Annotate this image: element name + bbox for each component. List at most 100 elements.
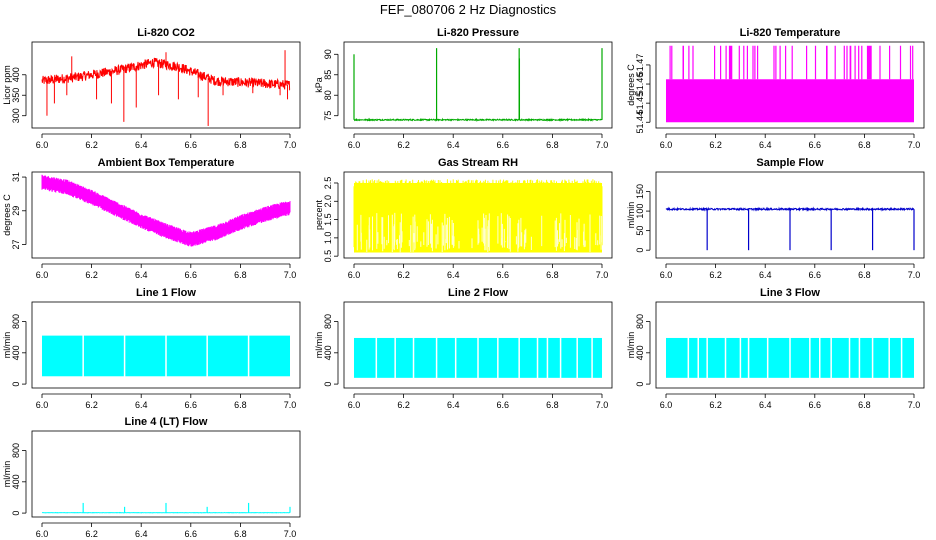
x-tick-label: 6.8 [546, 270, 559, 280]
x-tick-label: 7.0 [596, 400, 609, 410]
x-tick-label: 6.4 [759, 400, 772, 410]
x-tick-label: 6.0 [36, 270, 49, 280]
y-tick-label: 0 [323, 382, 333, 387]
y-axis-label: percent [314, 199, 324, 230]
chart-title: Ambient Box Temperature [98, 157, 235, 169]
plot-frame [343, 301, 613, 389]
chart-title: Line 2 Flow [448, 287, 508, 299]
y-axis-label: ml/min [2, 332, 12, 359]
series-trace [666, 45, 914, 123]
y-tick-label: 29 [11, 206, 21, 216]
x-tick-label: 6.0 [660, 400, 673, 410]
chart-title: Li-820 CO2 [137, 27, 194, 39]
x-tick-label: 6.2 [709, 270, 722, 280]
y-tick-label: 2.5 [323, 177, 333, 190]
plot-frame [343, 41, 613, 129]
x-tick-label: 6.4 [135, 529, 148, 539]
x-tick-label: 6.0 [36, 140, 49, 150]
x-tick-label: 6.2 [709, 400, 722, 410]
x-tick-label: 6.4 [447, 140, 460, 150]
page-title: FEF_080706 2 Hz Diagnostics [379, 2, 557, 17]
y-axis-label: ml/min [626, 332, 636, 359]
y-tick-label: 800 [11, 443, 21, 458]
series-trace [41, 50, 291, 126]
y-tick-label: 51.46 [635, 73, 645, 96]
plot-frame [31, 301, 301, 389]
series-jitter [353, 179, 603, 253]
y-tick-label: 0 [635, 382, 645, 387]
x-tick-label: 6.4 [759, 270, 772, 280]
chart-panel-1: Li-820 CO2 Licor ppm 6.0 6.2 6.4 6.6 6.8 7.0 300… [2, 27, 301, 150]
x-tick-label: 6.0 [660, 140, 673, 150]
y-tick-label: 0.5 [323, 250, 333, 263]
x-tick-label: 7.0 [908, 270, 921, 280]
x-tick-label: 7.0 [908, 140, 921, 150]
y-tick-label: 51.45 [635, 92, 645, 115]
x-axis: 6.0 6.2 6.4 6.6 6.8 7.0 [660, 133, 921, 150]
series-trace [353, 179, 603, 253]
x-tick-label: 6.6 [497, 140, 510, 150]
series-band [41, 174, 291, 247]
y-axis: 75 80 85 90 [323, 49, 339, 121]
y-tick-label: 800 [11, 314, 21, 329]
x-tick-label: 6.6 [497, 270, 510, 280]
y-tick-label: 0 [11, 511, 21, 516]
x-tick-label: 7.0 [908, 400, 921, 410]
x-tick-label: 6.2 [85, 140, 98, 150]
y-axis: 300 350 400 [11, 67, 27, 123]
x-tick-label: 7.0 [596, 270, 609, 280]
x-tick-label: 6.0 [36, 400, 49, 410]
chart-title: Li-820 Temperature [740, 27, 841, 39]
x-tick-label: 6.8 [234, 529, 247, 539]
x-tick-label: 6.6 [185, 400, 198, 410]
y-axis-label: Licor ppm [2, 65, 12, 105]
x-tick-label: 7.0 [284, 140, 297, 150]
plot-frame [343, 171, 613, 259]
y-tick-label: 1.0 [323, 232, 333, 245]
y-tick-label: 2.0 [323, 195, 333, 208]
x-tick-label: 6.8 [858, 270, 871, 280]
x-tick-label: 6.8 [546, 140, 559, 150]
y-tick-label: 50 [635, 226, 645, 236]
y-tick-label: 1.5 [323, 213, 333, 226]
y-axis: 27 29 31 [11, 172, 27, 250]
series-trace [42, 334, 290, 378]
x-tick-label: 6.2 [85, 270, 98, 280]
x-tick-label: 6.0 [348, 270, 361, 280]
y-axis: 0.5 1.0 1.5 2.0 2.5 [323, 177, 339, 263]
y-tick-label: 350 [11, 88, 21, 103]
y-axis-label: ml/min [314, 332, 324, 359]
series-spikes [669, 45, 914, 80]
x-axis: 6.0 6.2 6.4 6.6 6.8 7.0 [348, 393, 609, 410]
chart-panel-8: Line 2 Flow ml/min 6.0 6.2 6.4 6.6 6.8 7.0 0 400 8… [314, 287, 613, 410]
x-axis: 6.0 6.2 6.4 6.6 6.8 7.0 [36, 133, 297, 150]
x-tick-label: 6.6 [185, 140, 198, 150]
x-tick-label: 6.2 [85, 529, 98, 539]
y-tick-label: 31 [11, 172, 21, 182]
x-tick-label: 6.4 [135, 140, 148, 150]
x-axis: 6.0 6.2 6.4 6.6 6.8 7.0 [348, 263, 609, 280]
x-tick-label: 6.4 [447, 270, 460, 280]
y-tick-label: 800 [635, 314, 645, 329]
x-tick-label: 6.6 [809, 400, 822, 410]
x-tick-label: 7.0 [284, 400, 297, 410]
y-axis: 0 50 100 150 [635, 184, 651, 253]
x-tick-label: 6.6 [185, 270, 198, 280]
x-axis: 6.0 6.2 6.4 6.6 6.8 7.0 [348, 133, 608, 150]
x-tick-label: 6.8 [234, 400, 247, 410]
plot-frame [31, 171, 301, 259]
y-axis: 0 400 800 [11, 314, 27, 387]
x-tick-label: 6.0 [36, 529, 49, 539]
y-tick-label: 75 [323, 111, 333, 121]
plot-frame [655, 301, 925, 389]
chart-panel-2: Li-820 Pressure kPa 6.0 6.2 6.4 6.6 6.8 7.0 75 80… [314, 27, 613, 150]
plot-frame [655, 171, 925, 259]
x-tick-label: 6.2 [397, 270, 410, 280]
x-axis: 6.0 6.2 6.4 6.6 6.8 7.0 [36, 263, 296, 280]
chart-panel-7: Line 1 Flow ml/min 6.0 6.2 6.4 6.6 6.8 7.0 0 400 8… [2, 287, 301, 410]
series-band [666, 79, 914, 123]
chart-title: Line 1 Flow [136, 287, 196, 299]
y-tick-label: 85 [323, 70, 333, 80]
chart-title: Li-820 Pressure [437, 27, 519, 39]
